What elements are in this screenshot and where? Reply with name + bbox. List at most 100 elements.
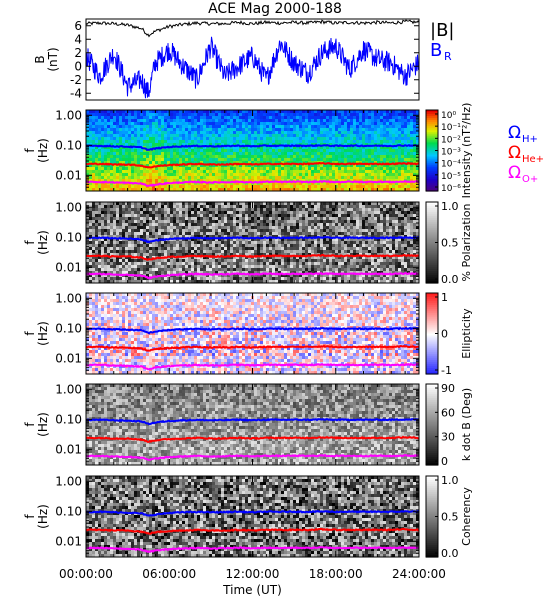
- colorbar-ellipticity: Ellipticity: [425, 292, 473, 375]
- x-tick-label: 00:00:00: [59, 567, 113, 581]
- panel-ellipticity: f (Hz) Ellipticity: [23, 292, 473, 375]
- panel-kdotb: f (Hz) k dot B (Deg): [23, 383, 473, 466]
- y-tick-label: -4: [70, 86, 82, 100]
- series-line-oo: [85, 453, 420, 461]
- colorbar-label: Ellipticity: [460, 308, 473, 359]
- series-line-oh: [85, 326, 419, 335]
- series-line-ohe: [85, 527, 420, 535]
- legend-br-sub: R: [444, 50, 452, 63]
- legend-gyro-symbol: Ω: [508, 163, 521, 183]
- y-tick-label: -2: [70, 73, 82, 87]
- panel-coherency: f (Hz) Coherency: [23, 475, 473, 558]
- colorbar-tick-label: -1: [441, 364, 452, 377]
- y-axis-label: f: [23, 148, 37, 153]
- x-tick-label: 06:00:00: [142, 567, 196, 581]
- y-axis-label: f: [23, 331, 37, 336]
- y-axis-label: f: [23, 240, 37, 245]
- colorbar-tick-label: 1: [441, 291, 448, 304]
- series-line-ohe: [85, 161, 420, 169]
- y-tick-label: 6: [74, 19, 82, 33]
- colorbar-kdotb: k dot B (Deg): [425, 383, 473, 466]
- series-line-ohe: [85, 344, 420, 352]
- y-axis-label: B: [33, 55, 47, 63]
- y-axis-label: (Hz): [36, 321, 50, 346]
- y-tick-label: 0.10: [55, 412, 82, 426]
- colorbar-polarization: % Polarization: [425, 201, 473, 284]
- colorbar-tick-label: 0.5: [441, 237, 459, 250]
- colorbar-tick-label: 10⁻³: [441, 148, 461, 158]
- x-tick-label: 18:00:00: [309, 567, 363, 581]
- legend-gyro-sub: He+: [522, 154, 544, 165]
- colorbar-label: Intensity (nT²/Hz): [460, 103, 473, 199]
- x-tick-label: 24:00:00: [392, 567, 446, 581]
- panel-b-field: B (nT): [33, 18, 420, 101]
- colorbar-label: Coherency: [460, 487, 473, 546]
- y-tick-label: 2: [74, 46, 82, 60]
- y-tick-label: 1.00: [55, 108, 82, 122]
- colorbar-tick-label: 0: [441, 455, 448, 468]
- legend-gyro-sub: H+: [522, 134, 538, 145]
- y-tick-label: 1.00: [55, 200, 82, 214]
- y-tick-label: 0.01: [55, 168, 82, 182]
- series-line-ohe: [85, 435, 419, 444]
- x-tick-label: 12:00:00: [226, 567, 280, 581]
- series-line-bmag: [85, 19, 420, 38]
- series-line-oo: [85, 271, 419, 280]
- series-line-ohe: [85, 253, 420, 261]
- y-axis-label: f: [23, 514, 37, 519]
- y-tick-label: 0: [74, 59, 82, 73]
- colorbar-tick-label: 0.0: [441, 547, 459, 560]
- series-line-oh: [85, 235, 420, 244]
- y-tick-label: 0.01: [55, 351, 82, 365]
- series-line-oo: [85, 362, 420, 371]
- panel-intensity: f (Hz) Intensity (nT²/Hz): [23, 103, 473, 199]
- y-axis-label: (nT): [46, 47, 60, 71]
- y-tick-label: 4: [74, 32, 82, 46]
- y-axis-label: (Hz): [36, 138, 50, 163]
- colorbar-tick-label: 0.0: [441, 273, 459, 286]
- colorbar-tick-label: 10⁻²: [441, 135, 461, 145]
- panel-frame: [85, 18, 420, 101]
- y-axis-label: (Hz): [36, 412, 50, 437]
- legend-br: B: [430, 40, 442, 61]
- y-axis-label: (Hz): [36, 504, 50, 529]
- y-tick-label: 1.00: [55, 291, 82, 305]
- series-line-oo: [85, 179, 420, 188]
- colorbar-label: % Polarization: [460, 204, 473, 282]
- y-tick-label: 0.10: [55, 504, 82, 518]
- colorbar-tick-label: 10⁻⁶: [441, 184, 461, 194]
- y-tick-label: 1.00: [55, 474, 82, 488]
- series-line-oh: [85, 143, 420, 152]
- legend-bmag: |B|: [430, 20, 454, 41]
- colorbar-tick-label: 1.0: [441, 474, 459, 487]
- series-line-br: [85, 36, 420, 99]
- legend-gyro-symbol: Ω: [508, 123, 521, 143]
- colorbar-tick-label: 0: [441, 328, 448, 341]
- colorbar-tick-label: 10⁰: [441, 111, 456, 121]
- colorbar-tick-label: 10⁻¹: [441, 123, 461, 133]
- y-axis-label: f: [23, 422, 37, 427]
- colorbar-tick-label: 90: [441, 382, 455, 395]
- colorbar-tick-label: 10⁻⁴: [441, 160, 461, 170]
- legend-gyro-sub: O+: [522, 174, 538, 185]
- panel-polarization: f (Hz) % Polarization: [23, 201, 473, 284]
- series-line-oh: [85, 417, 420, 426]
- y-axis-label: (Hz): [36, 230, 50, 255]
- series-line-oh: [85, 509, 420, 517]
- colorbar-tick-label: 0.5: [441, 511, 459, 524]
- colorbar-intensity: Intensity (nT²/Hz): [425, 103, 473, 199]
- colorbar-tick-label: 30: [441, 431, 455, 444]
- colorbar-label: k dot B (Deg): [460, 388, 473, 461]
- y-tick-label: 0.01: [55, 260, 82, 274]
- colorbar-tick-label: 1.0: [441, 200, 459, 213]
- colorbar-tick-label: 10⁻⁵: [441, 172, 461, 182]
- y-tick-label: 0.01: [55, 534, 82, 548]
- y-tick-label: 0.10: [55, 321, 82, 335]
- series-line-oo: [85, 546, 419, 554]
- colorbar-tick-label: 60: [441, 406, 455, 419]
- legend-gyro-symbol: Ω: [508, 143, 521, 163]
- y-tick-label: 0.01: [55, 442, 82, 456]
- y-tick-label: 0.10: [55, 230, 82, 244]
- y-tick-label: 1.00: [55, 382, 82, 396]
